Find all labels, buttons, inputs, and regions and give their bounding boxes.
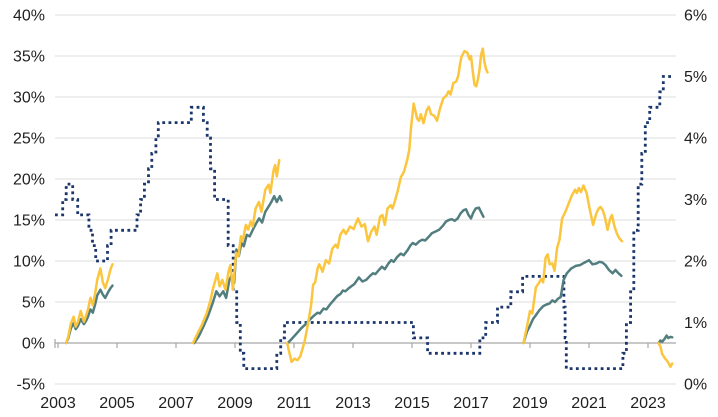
teal-return-line — [286, 206, 485, 345]
y-left-label: 25% — [13, 131, 45, 148]
y-right-label: 1% — [684, 315, 707, 332]
y-left-label: 5% — [22, 295, 45, 312]
x-axis-label: 2009 — [217, 395, 253, 412]
series-lines — [55, 47, 674, 370]
yellow-return-line — [191, 158, 281, 345]
y-right-label: 0% — [684, 377, 707, 394]
x-axis — [54, 339, 676, 348]
y-left-label: 10% — [13, 254, 45, 271]
x-axis-label: 2017 — [453, 395, 489, 412]
x-axis-label: 2021 — [571, 395, 607, 412]
y-left-label: 35% — [13, 49, 45, 66]
teal-return-line — [657, 334, 674, 345]
x-axis-label: 2023 — [630, 395, 666, 412]
y-right-label: 6% — [684, 8, 707, 25]
policy-rate-dotted-line — [55, 75, 673, 370]
teal-return-line — [192, 194, 283, 345]
axis-labels: 40% 35% 30% 25% 20% 15% 10% 5% 0% -5% 6% 5% 4% 3% 2% 1%… — [13, 8, 707, 413]
x-axis-label: 2013 — [335, 395, 371, 412]
y-right-label: 3% — [684, 192, 707, 209]
y-right-label: 2% — [684, 254, 707, 271]
yellow-return-line — [522, 184, 624, 345]
yellow-return-line — [657, 341, 674, 369]
gridlines — [55, 14, 676, 385]
x-axis-label: 2007 — [158, 395, 194, 412]
y-left-label: 0% — [22, 336, 45, 353]
y-left-label: 15% — [13, 213, 45, 230]
x-axis-label: 2003 — [40, 395, 76, 412]
y-left-label: 40% — [13, 8, 45, 25]
x-axis-label: 2019 — [512, 395, 548, 412]
y-left-label: -5% — [17, 377, 45, 394]
x-axis-label: 2015 — [394, 395, 430, 412]
x-axis-label: 2005 — [99, 395, 135, 412]
teal-return-line — [522, 258, 623, 345]
y-right-label: 4% — [684, 131, 707, 148]
y-left-label: 30% — [13, 90, 45, 107]
yellow-return-line — [64, 263, 114, 345]
y-left-label: 20% — [13, 172, 45, 189]
teal-return-line — [64, 284, 114, 345]
yellow-return-line — [285, 47, 489, 364]
x-axis-label: 2011 — [277, 395, 312, 412]
y-right-label: 5% — [684, 69, 707, 86]
